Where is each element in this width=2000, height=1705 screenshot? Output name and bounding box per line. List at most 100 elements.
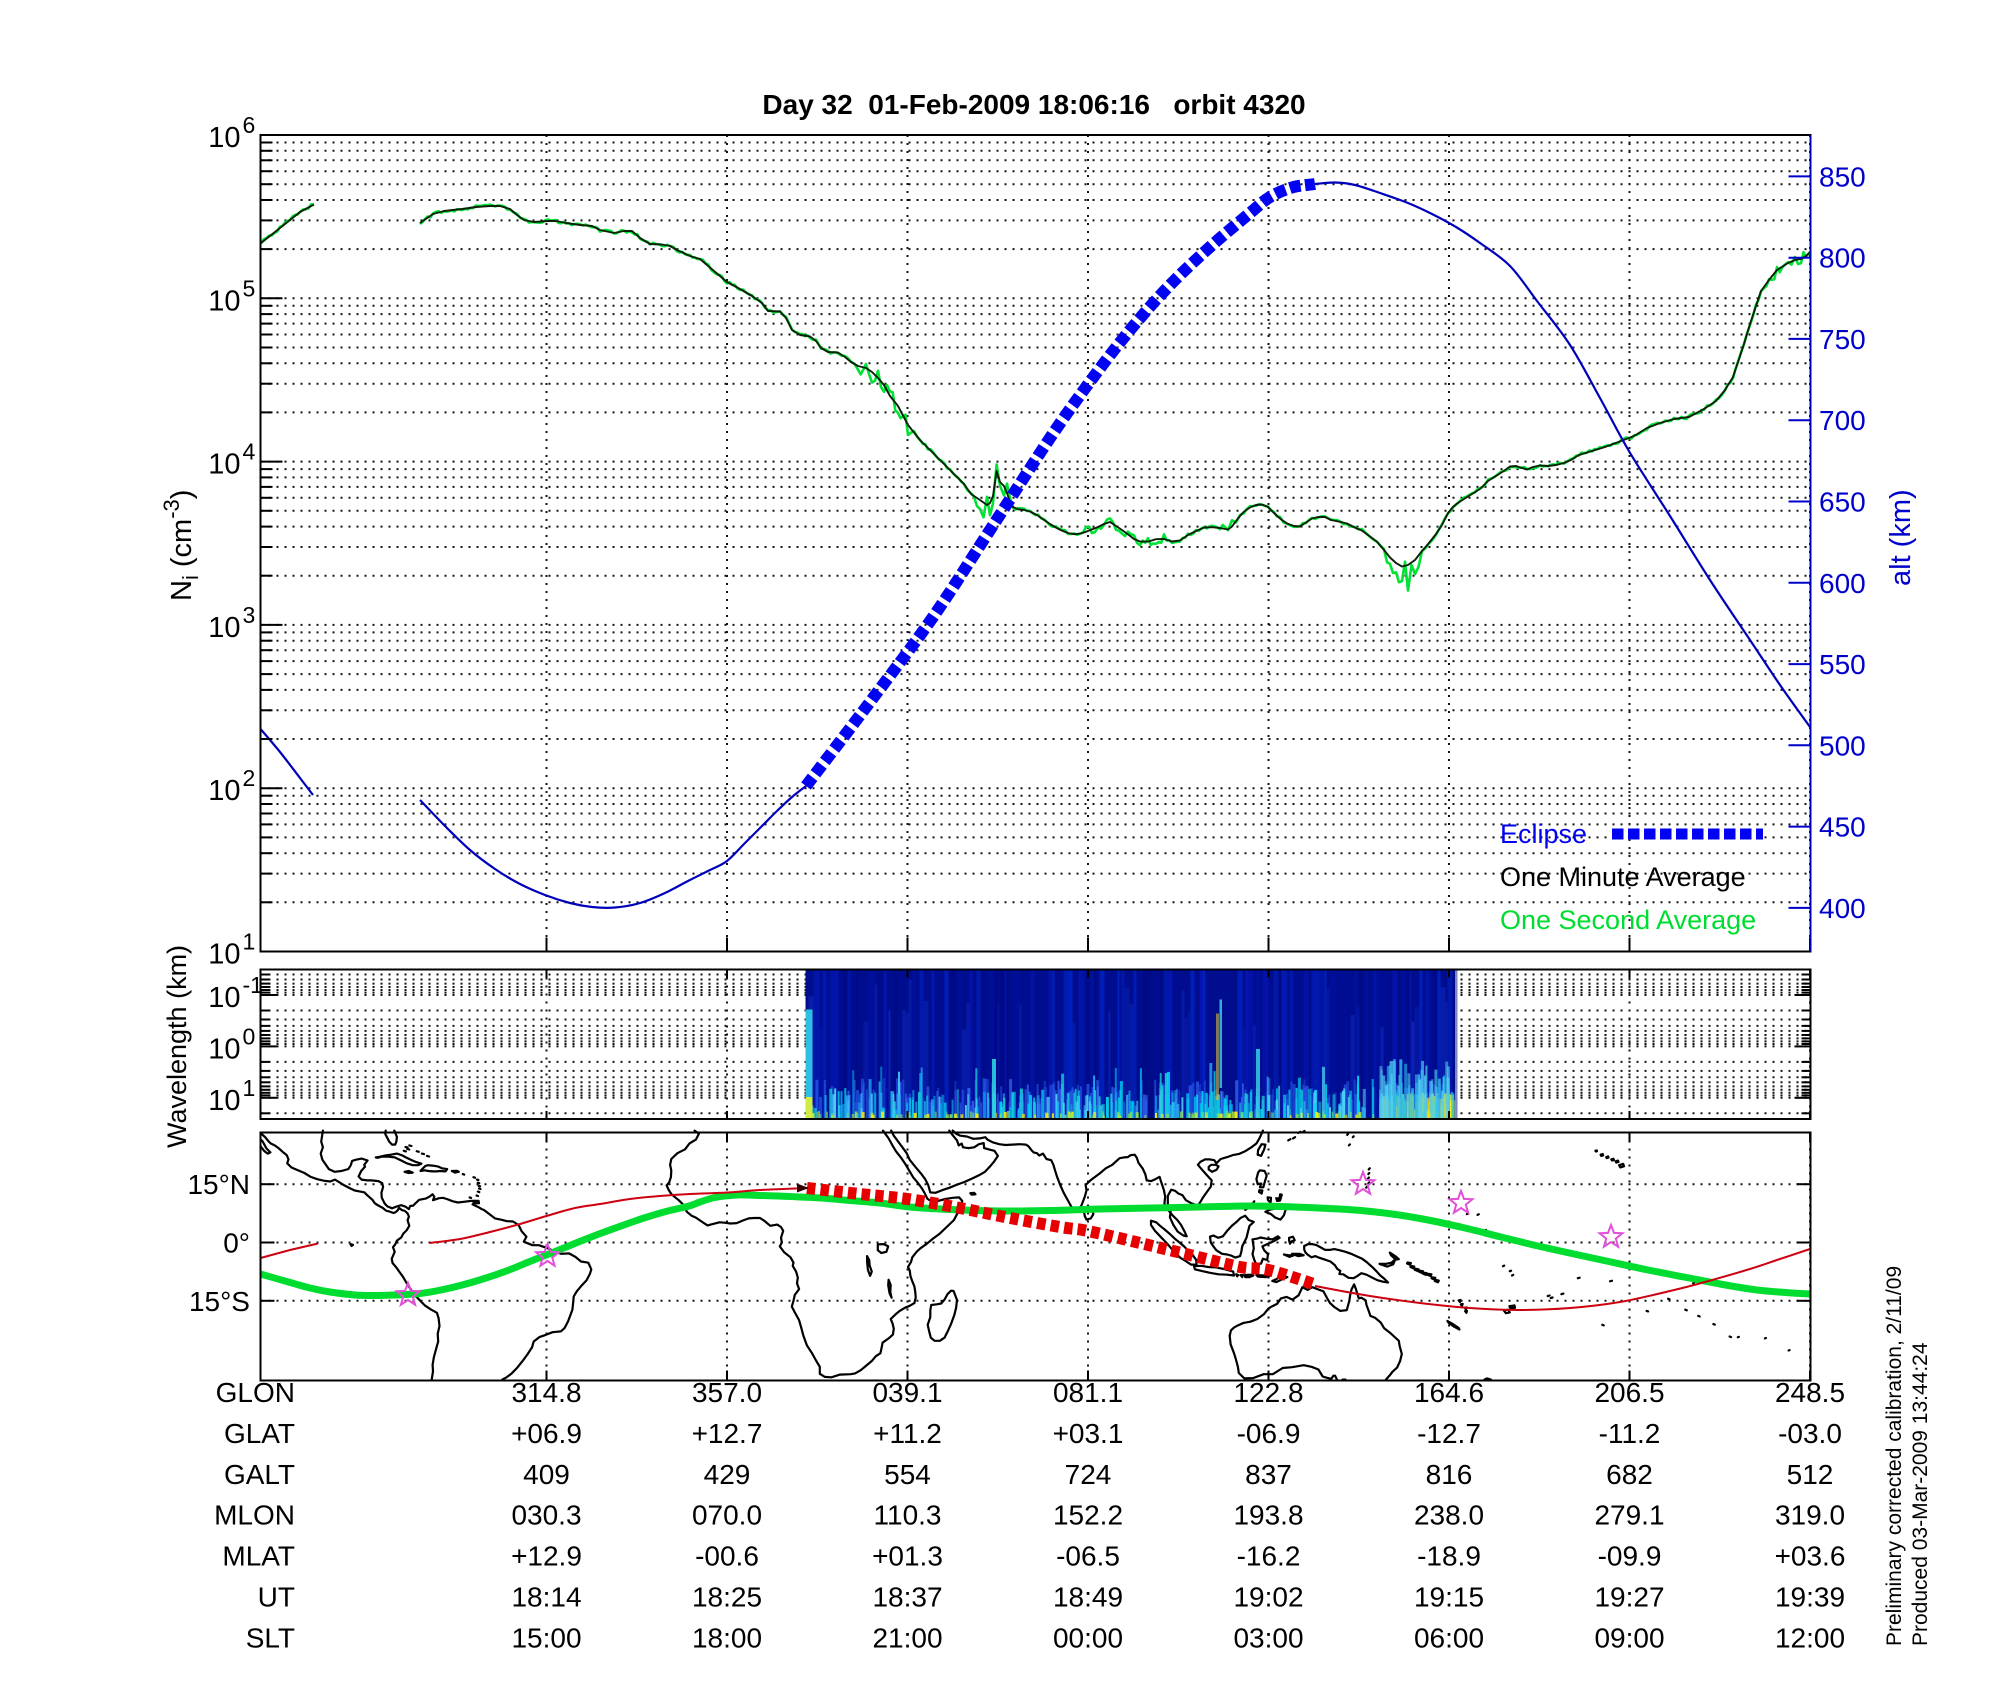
svg-text:Produced 03-Mar-2009 13:44:24: Produced 03-Mar-2009 13:44:24 [1909,1342,1932,1646]
svg-text:+03.1: +03.1 [1053,1418,1124,1449]
svg-text:400: 400 [1819,893,1866,924]
svg-text:357.0: 357.0 [692,1377,762,1408]
svg-text:1: 1 [243,929,256,955]
svg-text:-18.9: -18.9 [1417,1541,1481,1572]
svg-text:10: 10 [208,449,240,481]
svg-text:+11.2: +11.2 [873,1418,942,1449]
svg-text:15:00: 15:00 [511,1622,581,1653]
svg-text:512: 512 [1787,1459,1834,1490]
svg-text:19:15: 19:15 [1414,1582,1484,1613]
svg-text:2: 2 [243,765,256,791]
svg-text:850: 850 [1819,161,1866,192]
svg-text:-12.7: -12.7 [1417,1418,1481,1449]
svg-text:+06.9: +06.9 [511,1418,582,1449]
svg-text:110.3: 110.3 [874,1500,942,1531]
svg-text:724: 724 [1065,1459,1112,1490]
svg-text:429: 429 [704,1459,751,1490]
svg-text:-11.2: -11.2 [1599,1418,1661,1449]
svg-text:0: 0 [243,1023,256,1049]
svg-text:152.2: 152.2 [1053,1500,1123,1531]
svg-text:081.1: 081.1 [1053,1377,1123,1408]
svg-text:800: 800 [1819,243,1866,274]
svg-text:MLAT: MLAT [222,1541,295,1572]
svg-text:10: 10 [208,1033,240,1065]
svg-text:One Minute Average: One Minute Average [1500,862,1746,892]
svg-text:10: 10 [208,285,240,317]
svg-text:10: 10 [208,122,240,154]
svg-text:450: 450 [1819,812,1866,843]
svg-text:837: 837 [1245,1459,1292,1490]
svg-text:19:27: 19:27 [1594,1582,1664,1613]
svg-text:122.8: 122.8 [1233,1377,1303,1408]
svg-text:Preliminary corrected calibrat: Preliminary corrected calibration, 2/11/… [1883,1266,1906,1646]
svg-text:18:49: 18:49 [1053,1582,1123,1613]
svg-text:550: 550 [1819,649,1866,680]
svg-text:-09.9: -09.9 [1598,1541,1662,1572]
svg-text:1: 1 [243,1075,256,1101]
svg-text:09:00: 09:00 [1594,1622,1664,1653]
svg-text:206.5: 206.5 [1594,1377,1664,1408]
svg-text:Eclipse: Eclipse [1500,819,1587,849]
svg-text:Day 32 01-Feb-2009 18:06:16: Day 32 01-Feb-2009 18:06:16 orbit 4320 [762,89,1305,120]
svg-text:12:00: 12:00 [1775,1622,1845,1653]
svg-text:Wavelength (km): Wavelength (km) [162,945,192,1148]
svg-text:10: 10 [208,612,240,644]
svg-text:-16.2: -16.2 [1237,1541,1301,1572]
svg-text:5: 5 [243,275,256,301]
svg-text:-06.9: -06.9 [1237,1418,1301,1449]
svg-text:682: 682 [1606,1459,1653,1490]
svg-text:+03.6: +03.6 [1775,1541,1846,1572]
svg-text:+12.9: +12.9 [511,1541,582,1572]
svg-text:-1: -1 [243,972,263,998]
svg-text:070.0: 070.0 [692,1500,762,1531]
svg-text:SLT: SLT [246,1622,295,1653]
svg-text:10: 10 [208,775,240,807]
svg-text:0°: 0° [223,1228,250,1259]
svg-text:554: 554 [884,1459,931,1490]
svg-text:GLAT: GLAT [224,1418,295,1449]
svg-text:15°N: 15°N [187,1169,250,1200]
svg-text:GLON: GLON [216,1377,295,1408]
svg-text:06:00: 06:00 [1414,1622,1484,1653]
svg-text:21:00: 21:00 [872,1622,942,1653]
svg-text:193.8: 193.8 [1233,1500,1303,1531]
svg-text:+01.3: +01.3 [872,1541,943,1572]
svg-text:030.3: 030.3 [511,1500,581,1531]
svg-text:3: 3 [243,602,256,628]
svg-text:18:00: 18:00 [692,1622,762,1653]
svg-text:03:00: 03:00 [1233,1622,1303,1653]
svg-text:319.0: 319.0 [1775,1500,1845,1531]
svg-text:500: 500 [1819,730,1866,761]
svg-text:039.1: 039.1 [872,1377,942,1408]
svg-text:10: 10 [208,1085,240,1117]
svg-text:MLON: MLON [214,1500,295,1531]
svg-text:18:37: 18:37 [872,1582,942,1613]
svg-text:409: 409 [523,1459,570,1490]
svg-text:One Second Average: One Second Average [1500,905,1756,935]
svg-text:6: 6 [243,112,256,138]
svg-text:18:14: 18:14 [511,1582,581,1613]
svg-text:600: 600 [1819,568,1866,599]
svg-text:700: 700 [1819,405,1866,436]
svg-text:-00.6: -00.6 [695,1541,759,1572]
svg-text:GALT: GALT [224,1459,295,1490]
svg-text:15°S: 15°S [189,1286,250,1317]
svg-text:314.8: 314.8 [511,1377,581,1408]
svg-text:00:00: 00:00 [1053,1622,1123,1653]
svg-text:alt (km): alt (km) [1885,489,1917,586]
svg-text:-03.0: -03.0 [1778,1418,1842,1449]
svg-text:238.0: 238.0 [1414,1500,1484,1531]
svg-text:816: 816 [1426,1459,1473,1490]
svg-text:18:25: 18:25 [692,1582,762,1613]
svg-text:750: 750 [1819,324,1866,355]
svg-text:4: 4 [243,439,256,465]
svg-text:10: 10 [208,939,240,971]
svg-text:164.6: 164.6 [1414,1377,1484,1408]
svg-text:10: 10 [208,982,240,1014]
svg-text:UT: UT [258,1582,295,1613]
svg-text:19:02: 19:02 [1233,1582,1303,1613]
svg-text:248.5: 248.5 [1775,1377,1845,1408]
svg-text:650: 650 [1819,487,1866,518]
svg-text:279.1: 279.1 [1594,1500,1664,1531]
svg-text:19:39: 19:39 [1775,1582,1845,1613]
